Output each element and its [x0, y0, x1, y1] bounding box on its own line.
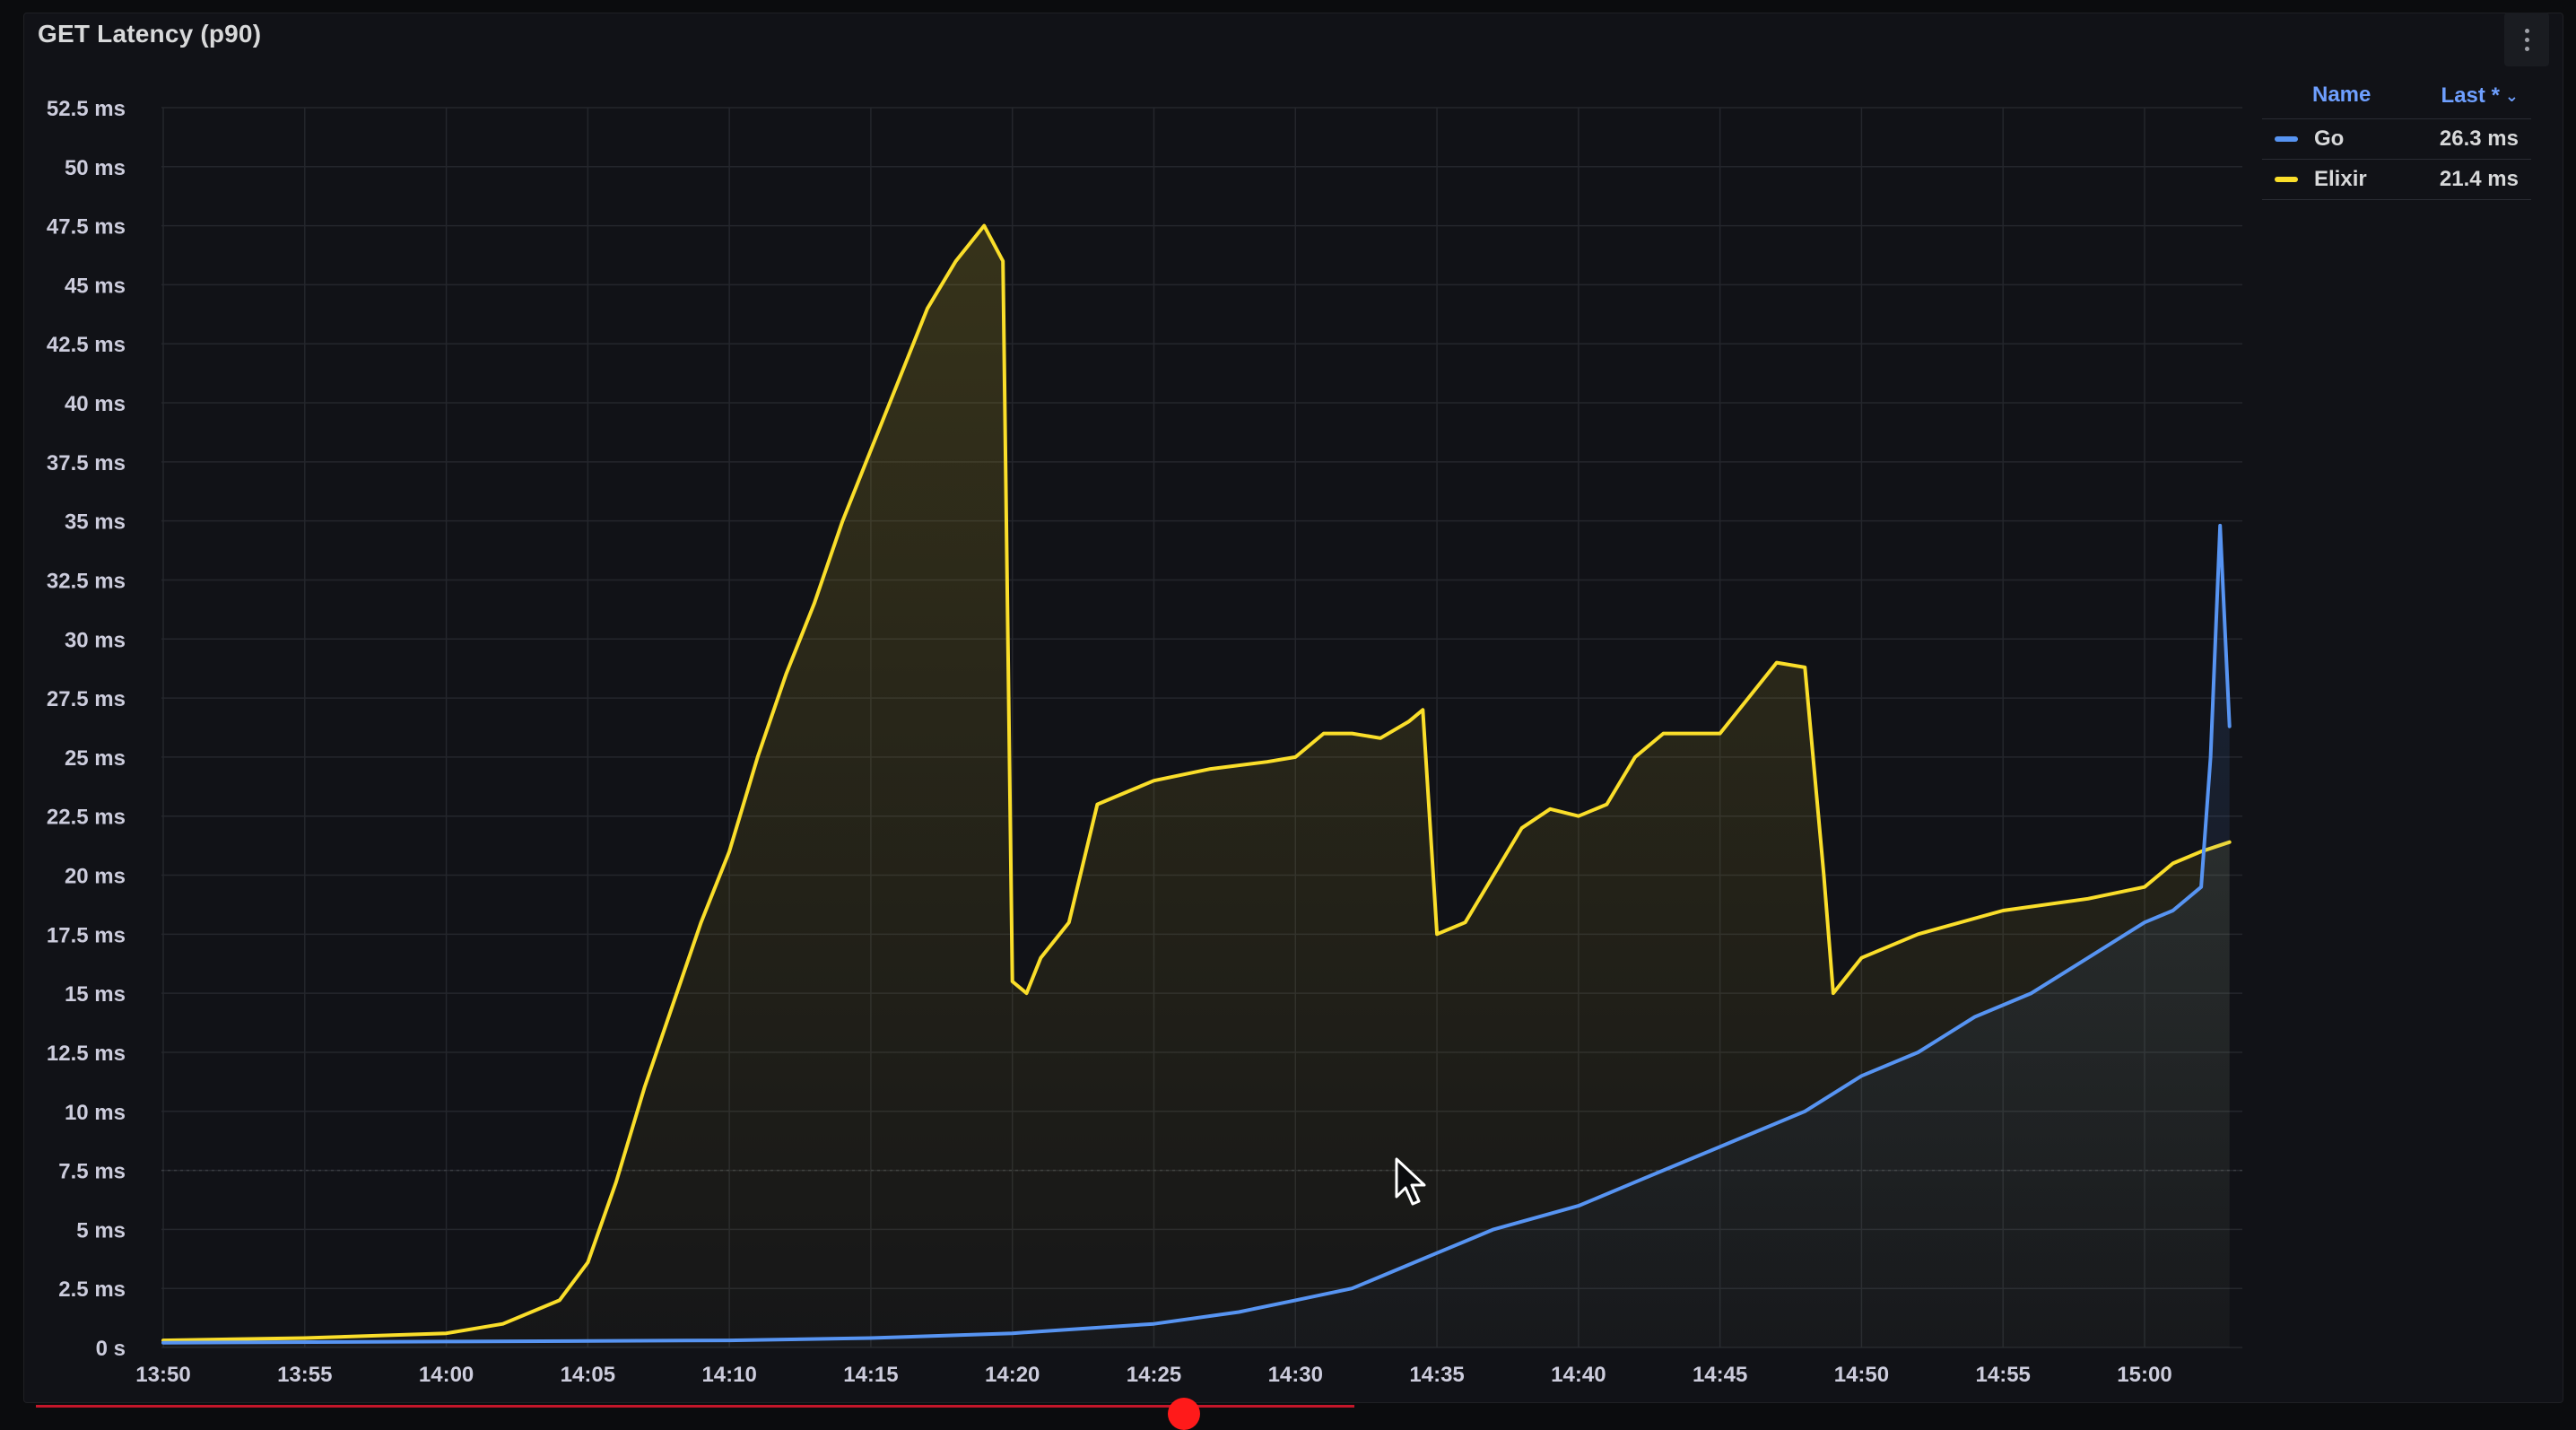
y-tick-label: 35 ms [65, 510, 126, 535]
y-tick-label: 0 s [96, 1337, 126, 1361]
legend-item-go[interactable]: Go 26.3 ms [2262, 119, 2531, 160]
x-axis: 13:50 13:55 14:00 14:05 14:10 14:15 14:20 14:25… [135, 1363, 2171, 1387]
legend-name-header[interactable]: Name [2312, 83, 2371, 107]
y-tick-label: 40 ms [65, 392, 126, 416]
y-tick-label: 5 ms [76, 1218, 126, 1243]
legend-item-value: 26.3 ms [2439, 126, 2519, 151]
series-area-go [163, 525, 2230, 1347]
x-tick-label: 14:20 [985, 1363, 1040, 1387]
y-tick-label: 42.5 ms [47, 333, 126, 357]
legend-item-elixir[interactable]: Elixir 21.4 ms [2262, 160, 2531, 200]
y-tick-label: 7.5 ms [58, 1160, 126, 1184]
panel-menu-button[interactable] [2504, 13, 2549, 66]
legend-item-label: Go [2314, 126, 2345, 151]
y-tick-label: 15 ms [65, 982, 126, 1007]
y-tick-label: 25 ms [65, 746, 126, 771]
y-tick-label: 27.5 ms [47, 687, 126, 711]
legend-last-label: Last * [2441, 83, 2500, 108]
y-tick-label: 37.5 ms [47, 451, 126, 475]
legend-header: Name Last * ⌄ [2262, 83, 2531, 119]
chevron-down-icon: ⌄ [2504, 86, 2519, 105]
kebab-menu-icon [2524, 28, 2529, 51]
y-tick-label: 47.5 ms [47, 215, 126, 240]
legend-swatch-elixir [2275, 177, 2298, 182]
x-tick-label: 14:40 [1551, 1363, 1606, 1387]
series-line-go [161, 523, 2232, 1345]
y-tick-label: 45 ms [65, 274, 126, 298]
x-tick-label: 13:55 [277, 1363, 332, 1387]
video-progress-handle[interactable] [1168, 1398, 1200, 1430]
legend: Name Last * ⌄ Go 26.3 ms Elixir 21.4 ms [2262, 83, 2531, 200]
video-progress-bar[interactable] [36, 1405, 1354, 1408]
x-tick-label: 14:10 [701, 1363, 756, 1387]
y-tick-label: 12.5 ms [47, 1042, 126, 1066]
series [161, 223, 2232, 1348]
y-tick-label: 17.5 ms [47, 923, 126, 947]
legend-item-value: 21.4 ms [2439, 167, 2519, 191]
x-tick-label: 14:30 [1268, 1363, 1323, 1387]
x-tick-label: 14:25 [1127, 1363, 1181, 1387]
y-tick-label: 2.5 ms [58, 1277, 126, 1302]
y-tick-label: 52.5 ms [47, 97, 126, 121]
legend-item-label: Elixir [2314, 167, 2367, 191]
x-tick-label: 15:00 [2117, 1363, 2171, 1387]
x-tick-label: 14:00 [419, 1363, 474, 1387]
y-tick-label: 50 ms [65, 156, 126, 180]
panel-title: GET Latency (p90) [38, 20, 262, 48]
mouse-pointer-icon [1395, 1157, 1426, 1206]
legend-last-header[interactable]: Last * ⌄ [2441, 83, 2519, 109]
x-tick-label: 14:15 [843, 1363, 898, 1387]
series-area-elixir [163, 225, 2230, 1348]
y-tick-label: 32.5 ms [47, 569, 126, 593]
x-tick-label: 13:50 [135, 1363, 190, 1387]
legend-swatch-go [2275, 136, 2298, 142]
x-tick-label: 14:35 [1409, 1363, 1464, 1387]
y-tick-label: 22.5 ms [47, 806, 126, 830]
y-tick-label: 30 ms [65, 628, 126, 652]
y-tick-label: 20 ms [65, 865, 126, 889]
y-tick-label: 10 ms [65, 1101, 126, 1125]
y-axis: 0 s 2.5 ms 5 ms 7.5 ms 10 ms 12.5 ms 15 ms 17.5… [47, 97, 126, 1361]
x-tick-label: 14:45 [1693, 1363, 1747, 1387]
x-tick-label: 14:05 [561, 1363, 615, 1387]
series-line-elixir [161, 223, 2232, 1343]
x-tick-label: 14:50 [1834, 1363, 1889, 1387]
x-tick-label: 14:55 [1976, 1363, 2031, 1387]
